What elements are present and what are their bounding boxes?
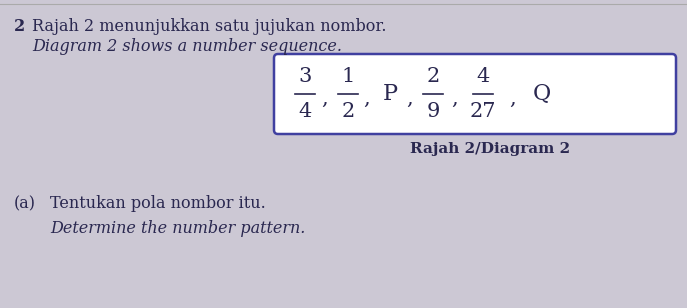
Text: 2: 2 bbox=[341, 102, 354, 121]
Text: 1: 1 bbox=[341, 67, 354, 86]
Text: Determine the number pattern.: Determine the number pattern. bbox=[50, 220, 306, 237]
Text: 2: 2 bbox=[14, 18, 25, 35]
Text: 4: 4 bbox=[298, 102, 312, 121]
Text: 9: 9 bbox=[427, 102, 440, 121]
Text: P: P bbox=[383, 83, 398, 105]
Text: (a): (a) bbox=[14, 195, 36, 212]
Text: 4: 4 bbox=[476, 67, 490, 86]
Text: Rajah 2 menunjukkan satu jujukan nombor.: Rajah 2 menunjukkan satu jujukan nombor. bbox=[32, 18, 387, 35]
Text: 2: 2 bbox=[427, 67, 440, 86]
Text: ,: , bbox=[363, 88, 370, 107]
Text: Diagram 2 shows a number sequence.: Diagram 2 shows a number sequence. bbox=[32, 38, 342, 55]
Text: ,: , bbox=[322, 88, 328, 107]
FancyBboxPatch shape bbox=[274, 54, 676, 134]
Text: 3: 3 bbox=[298, 67, 312, 86]
Text: Q: Q bbox=[533, 83, 551, 105]
Text: ,: , bbox=[510, 88, 517, 107]
Text: 27: 27 bbox=[470, 102, 496, 121]
Text: Rajah 2/Diagram 2: Rajah 2/Diagram 2 bbox=[410, 142, 570, 156]
Text: ,: , bbox=[451, 88, 458, 107]
Text: ,: , bbox=[407, 88, 414, 107]
Text: Tentukan pola nombor itu.: Tentukan pola nombor itu. bbox=[50, 195, 266, 212]
